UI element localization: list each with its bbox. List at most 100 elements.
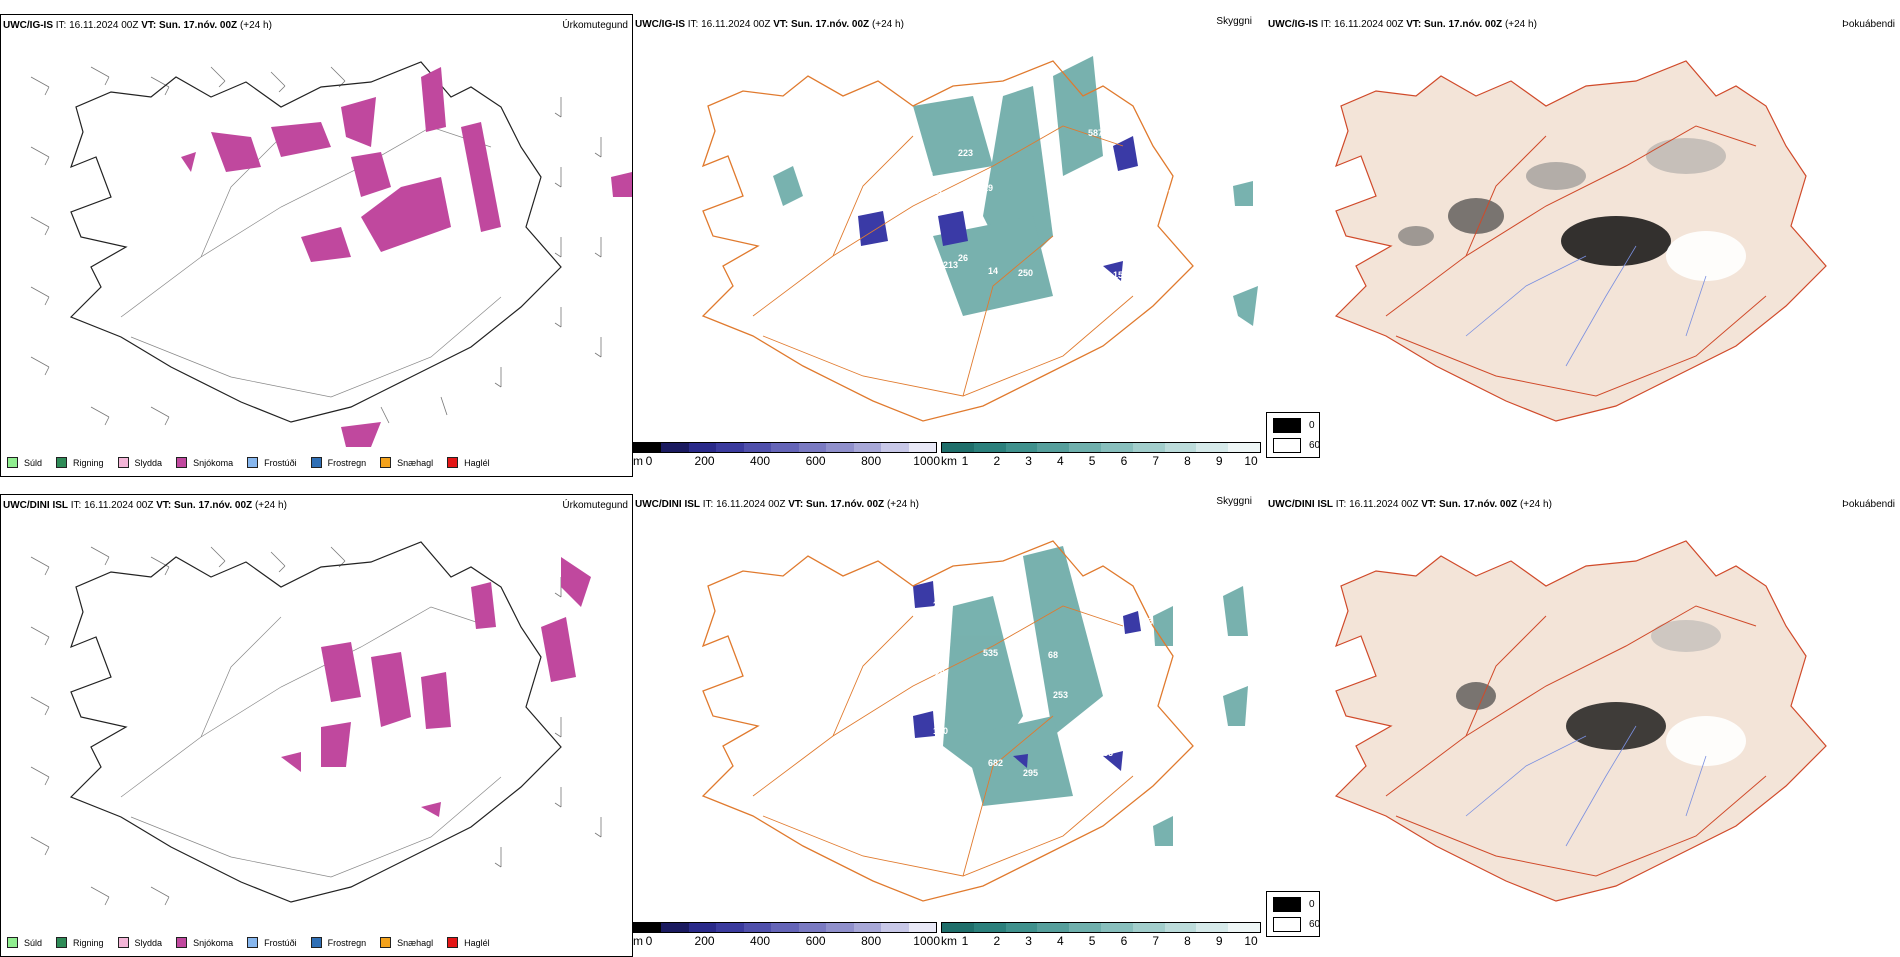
map-value-label: 102 [868,258,883,268]
map-value-label: 436 [918,648,933,658]
map-value-label: 213 [943,260,958,270]
model-name: UWC/IG-IS [1268,19,1318,30]
legend-label: Rigning [73,937,104,948]
legend-label: Frostregn [327,457,367,468]
init-time: IT: 16.11.2024 00Z [1335,499,1419,510]
fog-swatch-0 [1273,897,1301,912]
map-value-label: 223 [958,148,973,158]
precip-type-panel-row1: UWC/IG-IS IT: 16.11.2024 00Z VT: Sun. 17… [0,14,633,477]
legend-label: Súld [24,937,43,948]
panel-header: UWC/IG-IS IT: 16.11.2024 00Z VT: Sun. 17… [635,16,1262,33]
visibility-areas [773,56,1258,326]
colorbar-segment [743,443,772,452]
panel-header: UWC/DINI ISL IT: 16.11.2024 00Z VT: Sun.… [635,496,1262,513]
visibility-panel-row2: UWC/DINI ISL IT: 16.11.2024 00Z VT: Sun.… [633,494,1266,957]
cloudbase-areas [858,136,1138,281]
legend-label: Snæhagl [397,457,434,468]
legend-swatch [7,937,18,948]
legend-item: Snæhagl [380,457,433,468]
map-value-label: 179 [1053,224,1068,234]
colorbar-tick-label: 8 [1184,454,1191,468]
colorbar-segment [634,443,662,452]
legend-label: Frostúði [264,457,297,468]
map-value-label: 154 [1113,270,1128,280]
variable-name: Þokuábendi [1842,499,1895,510]
map-value-label: 93 [1143,616,1153,626]
legend-item: Frostúði [247,937,297,948]
variable-name: Úrkomutegund [562,20,628,31]
map-value-label: 18 [1073,760,1083,770]
legend-swatch [7,457,18,468]
roads [752,605,1134,877]
colorbar-tick-label: 2 [993,454,1001,468]
fog-value-60: 60 [1309,440,1321,451]
precip-type-panel-row2: UWC/DINI ISL IT: 16.11.2024 00Z VT: Sun.… [0,494,633,957]
map-value-label: 250 [1018,268,1033,278]
colorbar-tick-label: 3 [1025,934,1032,948]
cloud-base-unit: m [633,934,643,948]
colorbar-segment [716,923,744,932]
legend-swatch [247,457,259,468]
map-value-label: 86 [923,620,933,630]
cloudbase-areas [913,581,1141,771]
colorbar-tick-label: 200 [694,934,715,948]
colorbar-segment [973,923,1006,932]
legend-swatch [247,937,259,948]
colorbar-tick-label: 600 [805,934,826,948]
init-time: IT: 16.11.2024 00Z [70,500,154,511]
legend-label: Snjókoma [193,457,234,468]
colorbar-tick-label: 6 [1120,934,1128,948]
model-name: UWC/DINI ISL [3,500,68,511]
colorbar-segment [1005,923,1038,932]
colorbar-segment [853,923,882,932]
legend-item: Snæhagl [380,937,433,948]
valid-time: VT: Sun. 17.nóv. 00Z [156,500,253,511]
iceland-outline [69,541,562,903]
colorbar-segment [1196,923,1229,932]
roads [1385,605,1767,877]
map-value-label: 295 [1023,768,1038,778]
legend-item: Frostregn [310,457,367,468]
legend-label: Slydda [134,937,163,948]
colorbar-tick-label: 5 [1088,934,1096,948]
colorbar-tick-label: 3 [1025,454,1032,468]
map-value-label: 20 [935,668,945,678]
fog-index-panel-row1: UWC/IG-IS IT: 16.11.2024 00Z VT: Sun. 17… [1266,14,1899,477]
colorbar-tick-label: 1000 [913,934,941,948]
lead-time: (+24 h) [254,500,287,511]
legend-label: Haglél [464,937,490,948]
visibility-unit: km [941,454,957,468]
wind-barbs [30,546,602,906]
map-value-label: 156 [1173,646,1188,656]
colorbar-tick-label: 2 [993,934,1001,948]
legend-item: Rigning [56,457,104,468]
map-value-label: 253 [1053,690,1068,700]
colorbar-segment [826,923,854,932]
init-time: IT: 16.11.2024 00Z [702,499,786,510]
map-value-label: 160 [933,726,948,736]
legend-item: Slydda [117,937,163,948]
panel-header: UWC/IG-IS IT: 16.11.2024 00Z VT: Sun. 17… [1268,19,1895,33]
legend-label: Snæhagl [397,937,434,948]
colorbar-segment [1069,923,1101,932]
variable-name: Skyggni [1216,16,1252,27]
iceland-outline [701,540,1194,902]
fog-swatch-60 [1273,917,1301,932]
colorbar-tick-label: 1 [961,934,969,948]
colorbar-segment [634,923,662,932]
colorbar-segment [1037,923,1070,932]
legend-item: Rigning [56,937,104,948]
colorbar-segment [1132,443,1165,452]
fog-index-panel-row2: UWC/DINI ISL IT: 16.11.2024 00Z VT: Sun.… [1266,494,1899,957]
precip-type-legend: Súld Rigning Slydda Snjókoma Frostúði Frostre… [7,457,490,468]
colorbar-segment [743,923,772,932]
legend-label: Slydda [134,457,163,468]
colorbar-segment [1196,443,1229,452]
legend-label: Frostregn [327,937,367,948]
colorbar-tick-label: 5 [1088,454,1096,468]
roads [752,125,1134,397]
panel-header: UWC/IG-IS IT: 16.11.2024 00Z VT: Sun. 17… [3,20,628,34]
colorbar-tick-label: 9 [1215,454,1223,468]
colorbar-segment [661,923,689,932]
fog-shading [1456,620,1746,766]
